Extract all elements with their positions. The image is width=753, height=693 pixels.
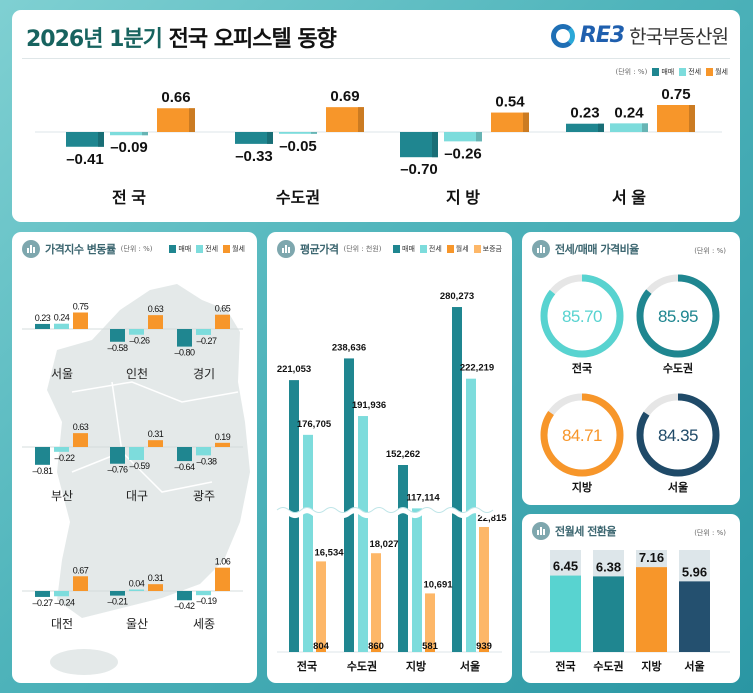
legend-item: 매매 [393, 244, 415, 254]
title-period: 2026년 1분기 [26, 27, 163, 52]
unit-label: (단위 : %) [694, 247, 726, 255]
unit-label: (단위 : %) [694, 529, 726, 537]
unit-label: (단위 : %) [120, 245, 153, 253]
legend-item: 월세 [446, 244, 469, 254]
legend: 매매 전세 월세 [169, 244, 245, 254]
legend-item: 매매 [169, 244, 191, 254]
chart-icon [532, 522, 550, 540]
chart-icon [277, 240, 295, 258]
unit-label: (단위 : 천원) [343, 245, 382, 253]
legend-item: 전세 [419, 244, 442, 254]
chart-icon [532, 240, 550, 258]
conversion-rate-panel: 전월세 전환율 (단위 : %) [522, 514, 740, 683]
divider [22, 58, 730, 59]
korea-map-background [47, 284, 250, 675]
logo: RE3 한국부동산원 [550, 22, 729, 49]
title-text: 전국 오피스텔 동향 [168, 27, 337, 52]
legend-item: 월세 [223, 244, 245, 254]
summary-card: 2026년 1분기 전국 오피스텔 동향 RE3 한국부동산원 (단위 : %)… [12, 10, 740, 222]
panel-header: 평균가격 (단위 : 천원) [277, 240, 382, 258]
logo-mark-text: RE3 [579, 23, 625, 48]
page-title: 2026년 1분기 전국 오피스텔 동향 [26, 21, 337, 53]
logo-mark-icon [550, 23, 575, 48]
panel-title: 가격지수 변동률 [45, 243, 116, 256]
jeonse-ratio-panel: 전세/매매 가격비율 (단위 : %) [522, 232, 740, 505]
legend-item: 전세 [196, 244, 218, 254]
legend: 매매 전세 월세 보증금 [393, 244, 502, 254]
panel-title: 평균가격 [300, 243, 339, 256]
legend-item: 보증금 [473, 244, 502, 254]
legend-item: 매매 [652, 67, 674, 77]
unit-label: (단위 : %) [615, 68, 648, 76]
panel-title: 전월세 전환율 [555, 525, 617, 538]
panel-header: 전월세 전환율 [532, 522, 617, 540]
price-index-panel: 가격지수 변동률 (단위 : %) 매매 전세 월세 [12, 232, 257, 683]
legend-item: 월세 [706, 67, 728, 77]
average-price-panel: 평균가격 (단위 : 천원) 매매 전세 월세 보증금 [267, 232, 512, 683]
panel-header: 가격지수 변동률 (단위 : %) [22, 240, 152, 258]
legend-item: 전세 [679, 67, 701, 77]
chart-icon [22, 240, 40, 258]
panel-title: 전세/매매 가격비율 [555, 243, 639, 256]
panel-header: 전세/매매 가격비율 [532, 240, 639, 258]
summary-legend: (단위 : %) 매매 전세 월세 [616, 67, 728, 77]
logo-text: 한국부동산원 [629, 26, 729, 48]
